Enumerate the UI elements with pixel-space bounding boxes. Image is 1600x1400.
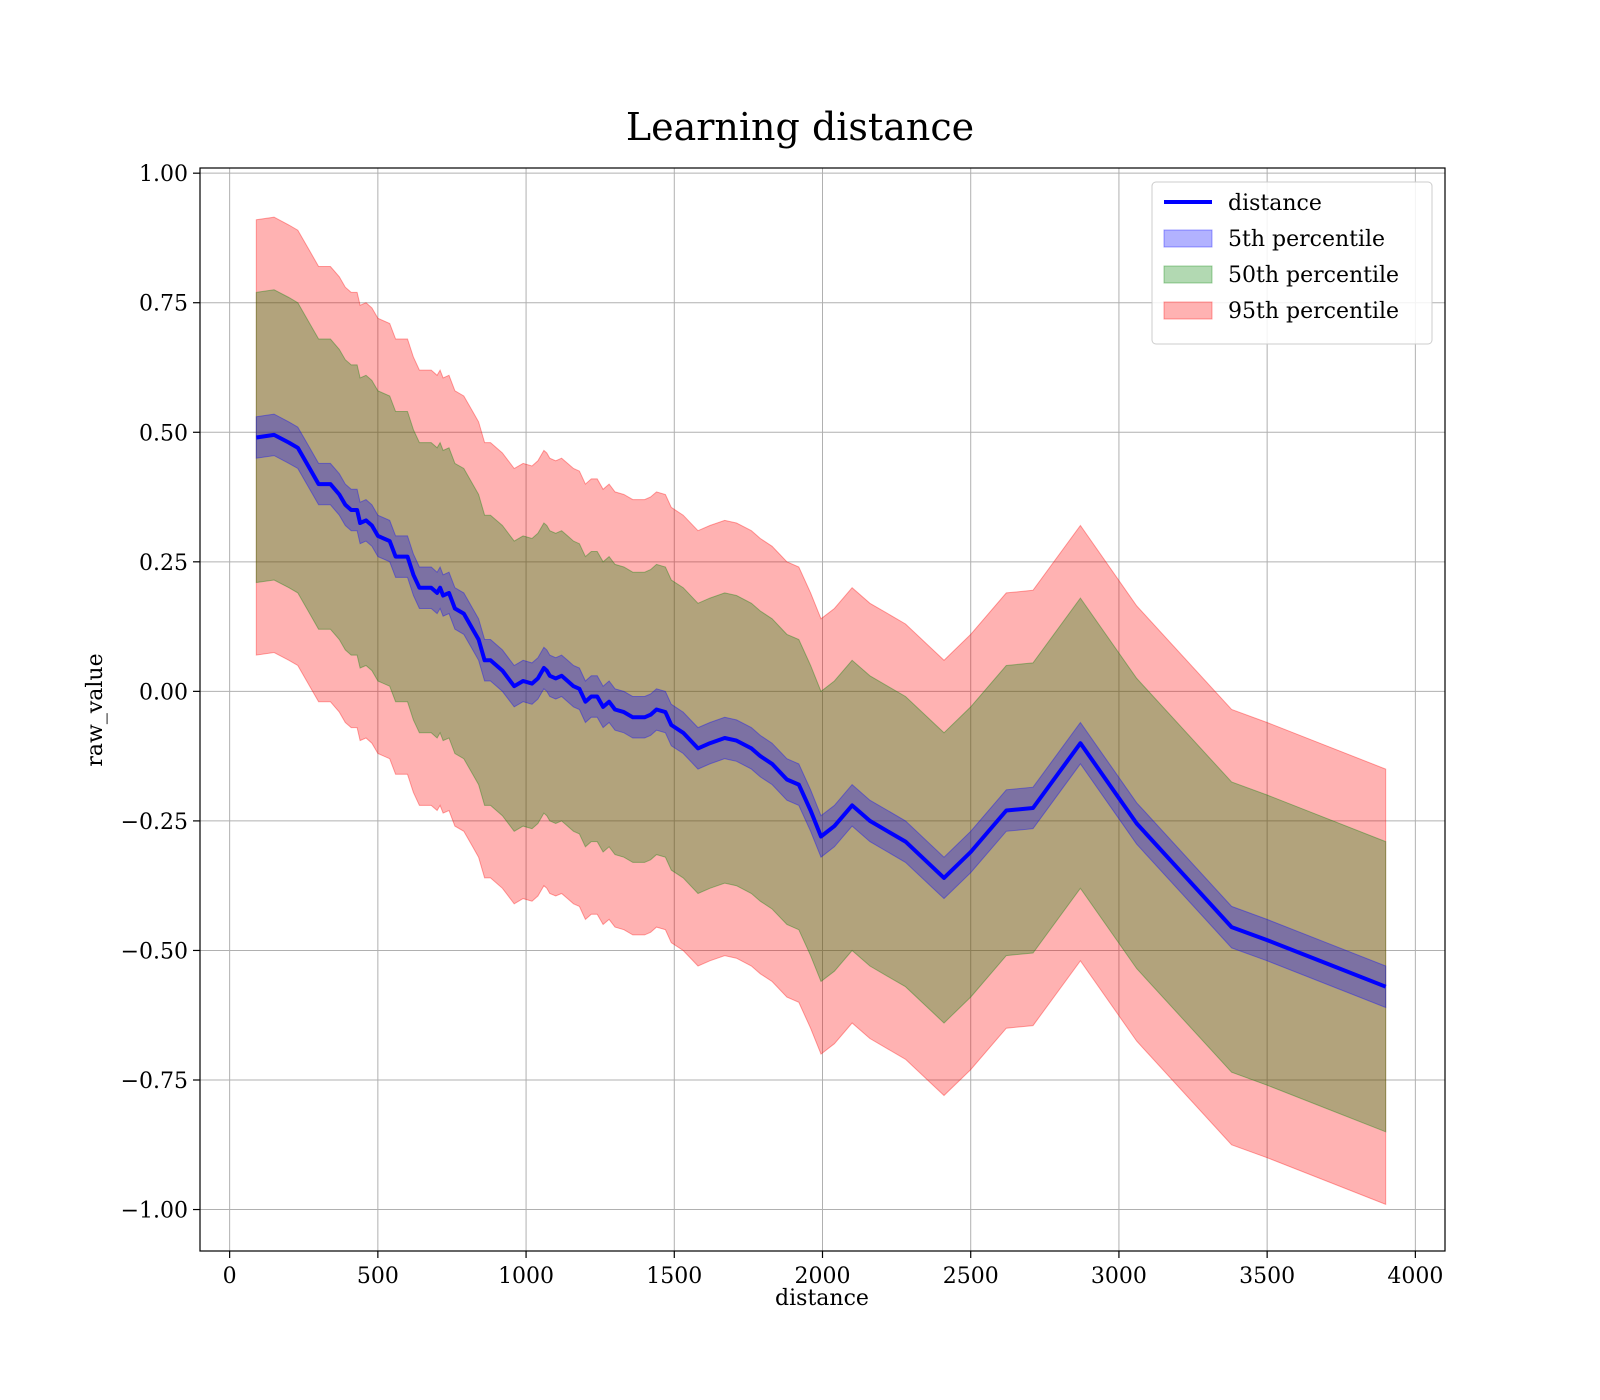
- y-axis-label: raw_value: [83, 653, 108, 766]
- x-tick-label: 4000: [1387, 1264, 1443, 1289]
- chart-title: Learning distance: [626, 105, 974, 149]
- x-tick-label: 2500: [943, 1264, 999, 1289]
- legend-swatch: [1163, 301, 1213, 320]
- legend-label: 95th percentile: [1228, 299, 1399, 324]
- y-tick-label: −1.00: [121, 1199, 188, 1224]
- y-tick-label: 0.75: [139, 292, 188, 317]
- band-5th-percentile: [255, 413, 1387, 1009]
- x-tick-label: 1500: [646, 1264, 702, 1289]
- y-tick-label: 1.00: [139, 162, 188, 187]
- legend: distance 5th percentile 50th percentile 95t…: [1151, 181, 1433, 345]
- band-50th-percentile: [255, 289, 1387, 1133]
- y-tick-label: 0.00: [139, 680, 188, 705]
- series-lines: [256, 432, 1387, 989]
- legend-box: [1151, 181, 1433, 345]
- legend-swatch: [1163, 229, 1213, 248]
- y-tick-label: −0.50: [121, 939, 188, 964]
- band-95th-percentile: [255, 216, 1387, 1206]
- legend-label: distance: [1228, 191, 1322, 216]
- y-tick-label: 0.50: [139, 421, 188, 446]
- grid: [200, 168, 1445, 1251]
- x-tick-label: 500: [357, 1264, 399, 1289]
- legend-swatch: [1163, 265, 1213, 284]
- y-tick-label: 0.25: [139, 551, 188, 576]
- x-tick-label: 0: [223, 1264, 237, 1289]
- legend-label: 50th percentile: [1228, 263, 1399, 288]
- series-line-distance: [256, 432, 1387, 989]
- y-tick-label: −0.25: [121, 810, 188, 835]
- y-tick-label: −0.75: [121, 1069, 188, 1094]
- x-tick-label: 3500: [1239, 1264, 1295, 1289]
- x-tick-label: 1000: [498, 1264, 554, 1289]
- x-axis-label: distance: [775, 1286, 869, 1311]
- percentile-bands: [255, 216, 1387, 1206]
- x-tick-label: 3000: [1091, 1264, 1147, 1289]
- y-axis-ticks: 1.00 0.75 0.50 0.25 0.00 −0.25 −0.50 −0.75 −1.00: [121, 162, 200, 1224]
- x-axis-ticks: 0 500 1000 1500 2000 2500 3000 3500 4000: [223, 1251, 1443, 1289]
- legend-label: 5th percentile: [1228, 227, 1385, 252]
- x-tick-label: 2000: [795, 1264, 851, 1289]
